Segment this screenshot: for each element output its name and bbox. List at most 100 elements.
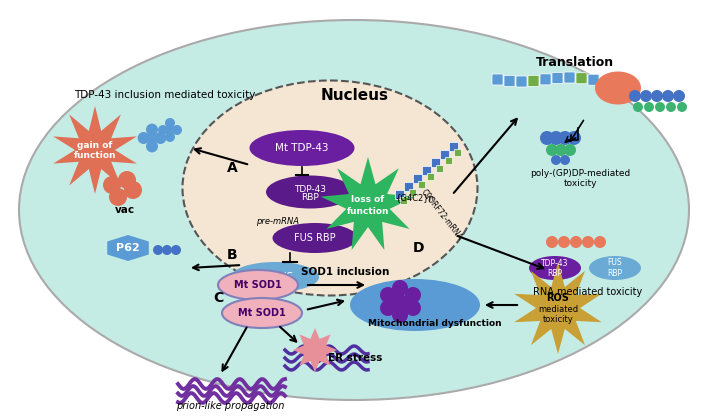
Text: Mt SOD1: Mt SOD1 [238,308,286,318]
Circle shape [392,280,408,296]
Text: TDP-43: TDP-43 [541,260,569,268]
FancyBboxPatch shape [588,74,599,85]
Polygon shape [293,328,337,372]
Circle shape [651,90,663,102]
Circle shape [165,118,175,128]
Text: FUS RBP: FUS RBP [295,233,336,243]
FancyBboxPatch shape [449,142,458,151]
Text: ROS: ROS [547,293,569,303]
Circle shape [103,176,121,194]
FancyBboxPatch shape [540,74,551,85]
FancyBboxPatch shape [395,190,404,199]
Text: P62: P62 [116,243,140,253]
Ellipse shape [350,279,480,331]
Text: B: B [227,248,237,262]
Text: FUS
RBP: FUS RBP [607,258,622,278]
Circle shape [118,171,136,189]
FancyBboxPatch shape [454,149,461,156]
Circle shape [153,245,163,255]
Circle shape [146,140,158,153]
Text: ER stress: ER stress [328,353,382,363]
Circle shape [558,131,572,145]
FancyBboxPatch shape [409,189,416,196]
FancyBboxPatch shape [516,76,527,87]
Circle shape [109,188,127,206]
Circle shape [633,102,643,112]
FancyBboxPatch shape [528,75,539,87]
Circle shape [673,90,685,102]
Text: gain of: gain of [77,140,113,150]
Circle shape [154,132,166,144]
Circle shape [560,155,570,165]
Circle shape [172,125,182,135]
Circle shape [165,125,175,135]
Circle shape [158,125,168,135]
Circle shape [165,132,175,142]
Circle shape [629,90,641,102]
Circle shape [380,300,396,316]
Circle shape [558,236,570,248]
Ellipse shape [589,256,641,280]
Circle shape [551,155,561,165]
Text: function: function [347,206,389,216]
Text: TDP-43: TDP-43 [294,184,326,194]
Text: poly-(GP)DP-mediated: poly-(GP)DP-mediated [530,170,630,178]
Circle shape [392,307,408,323]
Text: Mt SOD1: Mt SOD1 [234,280,282,290]
Circle shape [570,236,582,248]
Circle shape [392,294,408,310]
Circle shape [677,102,687,112]
FancyBboxPatch shape [436,165,443,172]
FancyBboxPatch shape [422,166,431,175]
FancyBboxPatch shape [445,157,452,164]
Circle shape [555,144,567,156]
Circle shape [146,132,158,144]
Circle shape [405,287,421,303]
Text: {G4C2}n: {G4C2}n [396,194,435,202]
Polygon shape [107,235,149,261]
Ellipse shape [231,262,319,292]
Polygon shape [53,106,137,194]
Text: Mitochondrial dysfunction: Mitochondrial dysfunction [368,319,502,329]
Circle shape [146,124,158,135]
Circle shape [564,144,576,156]
Circle shape [162,245,172,255]
Text: RBP: RBP [547,268,563,278]
Text: C: C [213,291,223,305]
Circle shape [124,181,142,199]
FancyBboxPatch shape [427,173,434,180]
Polygon shape [321,157,416,250]
Circle shape [540,131,554,145]
Text: TDP-43 inclusion mediated toxicity: TDP-43 inclusion mediated toxicity [74,90,256,100]
Circle shape [546,236,558,248]
FancyBboxPatch shape [418,181,425,188]
Circle shape [549,131,563,145]
Text: Mt FUS: Mt FUS [257,272,293,282]
Text: pre-mRNA: pre-mRNA [256,217,299,227]
Circle shape [594,236,606,248]
Text: function: function [74,151,116,161]
Text: prion-like propagation: prion-like propagation [176,401,284,411]
Circle shape [405,300,421,316]
Circle shape [380,287,396,303]
FancyBboxPatch shape [400,197,407,204]
Circle shape [655,102,665,112]
Circle shape [644,102,654,112]
Ellipse shape [249,130,355,166]
Text: toxicity: toxicity [564,179,597,189]
Ellipse shape [273,223,358,253]
Ellipse shape [222,298,302,328]
Ellipse shape [266,176,354,209]
Text: Nucleus: Nucleus [321,87,389,102]
Circle shape [567,131,581,145]
Circle shape [666,102,676,112]
Ellipse shape [183,81,477,296]
Text: Translation: Translation [536,56,614,69]
Circle shape [171,245,181,255]
FancyBboxPatch shape [504,75,515,87]
Ellipse shape [595,71,641,104]
Ellipse shape [218,270,298,300]
FancyBboxPatch shape [564,72,575,83]
Circle shape [582,236,594,248]
Text: SOD1 inclusion: SOD1 inclusion [301,267,389,277]
